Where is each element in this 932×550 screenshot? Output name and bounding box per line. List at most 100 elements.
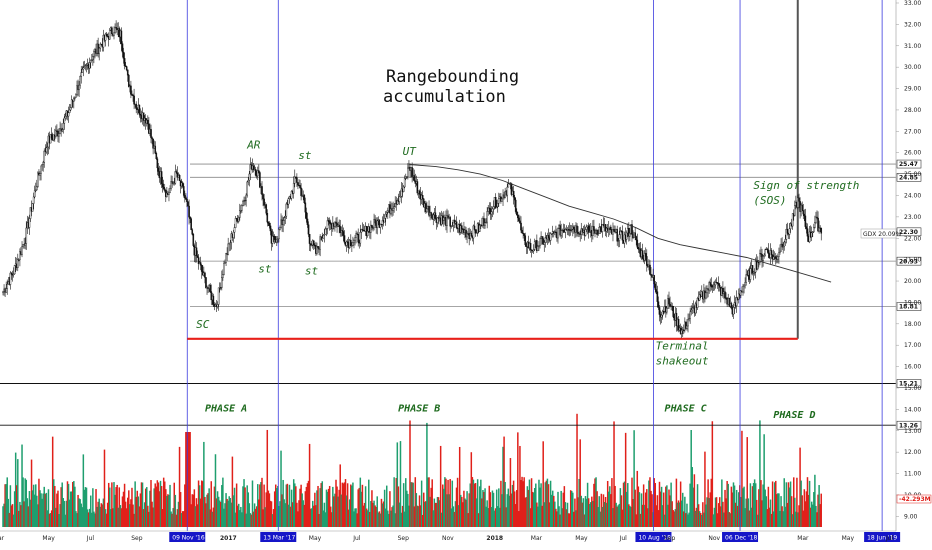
candle-body xyxy=(241,205,243,211)
candle-body xyxy=(25,227,28,244)
volume-bar xyxy=(84,487,87,527)
candle-body xyxy=(308,233,311,244)
candle-body xyxy=(102,34,105,48)
volume-bar xyxy=(15,485,18,527)
volume-bar xyxy=(426,422,428,527)
candle-body xyxy=(108,29,111,40)
volume-bar xyxy=(339,464,341,527)
candle-body xyxy=(69,107,72,111)
candle-body xyxy=(81,69,84,73)
candle-body xyxy=(64,116,67,119)
candle-body xyxy=(390,208,392,214)
volume-bar xyxy=(385,485,388,527)
volume-bar xyxy=(229,498,232,527)
candle-body xyxy=(273,236,276,240)
volume-bar xyxy=(567,513,570,527)
candle-body xyxy=(80,72,83,77)
candle-body xyxy=(660,314,663,318)
date-marker-label: 13 Mar '17 xyxy=(263,535,295,542)
volume-bar xyxy=(747,498,750,527)
volume-bar xyxy=(83,489,86,527)
candle-body xyxy=(323,234,326,236)
candle-body xyxy=(407,167,409,177)
date-tick-label: 2017 xyxy=(220,535,237,542)
candle-body xyxy=(612,229,614,235)
volume-bar xyxy=(268,493,271,527)
candle-body xyxy=(187,201,189,207)
volume-bar xyxy=(137,496,140,527)
volume-bar xyxy=(516,490,518,527)
title-line-1: Rangebounding xyxy=(386,67,519,87)
volume-bar xyxy=(738,492,740,527)
volume-bar xyxy=(44,493,47,527)
vertical-date-lines: 09 Nov '16 13 Mar '17 10 Aug '18 06 Dec '18… xyxy=(169,0,901,542)
volume-bar xyxy=(469,483,472,527)
volume-bar xyxy=(332,486,334,527)
candle-body xyxy=(422,198,425,208)
candle-body xyxy=(46,146,49,149)
volume-bar xyxy=(120,508,123,527)
candle-body xyxy=(157,167,160,172)
price-tick-label: 9.00 xyxy=(904,513,918,520)
volume-bar xyxy=(504,481,506,527)
candle-body xyxy=(189,216,191,219)
volume-bar xyxy=(671,501,673,527)
volume-bar xyxy=(416,505,419,527)
candle-body xyxy=(36,186,38,191)
volume-bar xyxy=(4,484,6,527)
volume-bar xyxy=(340,494,343,527)
volume-bar xyxy=(583,514,586,527)
candle-body xyxy=(185,197,187,200)
candle-body xyxy=(252,165,255,170)
volume-bar xyxy=(59,504,61,527)
volume-bar xyxy=(496,506,499,527)
candle-body xyxy=(222,274,224,278)
volume-bar xyxy=(388,513,390,527)
volume-bar xyxy=(494,508,497,527)
volume-bar xyxy=(768,507,771,527)
candle-body xyxy=(658,307,661,315)
volume-bar xyxy=(802,510,805,527)
volume-bar xyxy=(520,479,522,527)
volume-bar xyxy=(787,482,790,527)
volume-bar xyxy=(721,479,723,527)
candle-body xyxy=(292,183,295,194)
candle-body xyxy=(31,203,34,212)
volume-bar xyxy=(111,482,113,527)
volume-bar xyxy=(760,480,762,527)
candle-body xyxy=(148,123,150,134)
candle-body xyxy=(483,218,485,226)
candle-body xyxy=(156,158,159,169)
candle-body xyxy=(533,241,536,250)
candle-body xyxy=(396,200,399,205)
volume-bar xyxy=(554,501,556,527)
candle-body xyxy=(781,243,783,248)
volume-bar xyxy=(573,511,575,527)
candle-body xyxy=(74,97,76,99)
candle-body xyxy=(341,230,344,232)
volume-bar xyxy=(209,509,211,527)
volume-bar xyxy=(273,491,276,527)
volume-bar xyxy=(31,490,34,527)
candle-body xyxy=(197,257,200,264)
candle-body xyxy=(355,233,357,238)
candle-body xyxy=(411,167,413,177)
volume-bar xyxy=(815,505,817,527)
candle-body xyxy=(2,291,4,293)
volume-bar xyxy=(110,509,112,527)
candle-body xyxy=(789,223,792,229)
level-label: 24.85 xyxy=(899,175,918,182)
candle-body xyxy=(73,98,75,102)
candle-body xyxy=(449,217,451,227)
volume-bar xyxy=(50,510,53,527)
volume-bar xyxy=(141,482,144,527)
candle-body xyxy=(13,265,16,275)
candle-body xyxy=(740,290,742,296)
volume-bar xyxy=(736,505,739,527)
volume-bar xyxy=(382,501,385,527)
candle-body xyxy=(305,211,308,220)
volume-bar xyxy=(207,493,209,527)
candle-body xyxy=(416,181,419,194)
candle-body xyxy=(517,214,519,219)
candle-body xyxy=(706,288,708,294)
